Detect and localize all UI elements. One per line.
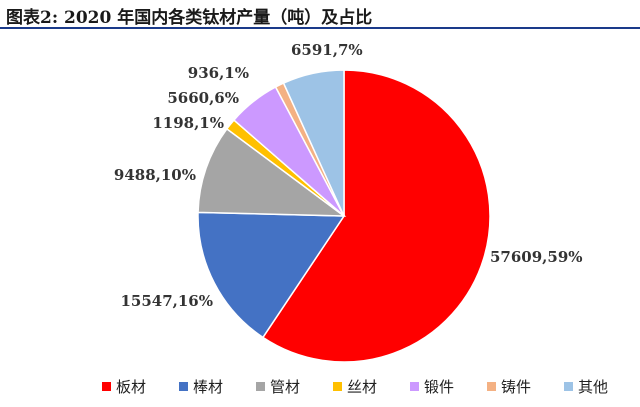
legend-label-7: 其他 <box>578 378 608 396</box>
data-label-3: 9488,10% <box>114 166 196 184</box>
legend-swatch-7 <box>564 382 573 391</box>
data-label-7: 6591,7% <box>291 41 363 59</box>
title-underline <box>0 27 640 29</box>
legend-label-6: 铸件 <box>501 378 531 396</box>
legend-swatch-5 <box>410 382 419 391</box>
legend-label-5: 锻件 <box>424 378 454 396</box>
data-label-2: 15547,16% <box>120 292 213 310</box>
pie-slice-1 <box>261 69 491 363</box>
legend-swatch-4 <box>333 382 342 391</box>
pie-slice-3 <box>197 127 347 217</box>
chart-title: 图表2: 2020 年国内各类钛材产量（吨）及占比 <box>6 8 373 28</box>
data-label-6: 936,1% <box>188 64 249 82</box>
legend-label-2: 棒材 <box>193 378 223 396</box>
data-labels: 57609,59% 15547,16% 9488,10% 1198,1% 5660,6%… <box>114 41 583 310</box>
data-label-5: 5660,6% <box>167 89 239 107</box>
legend-swatch-1 <box>102 382 111 391</box>
data-label-1: 57609,59% <box>490 248 583 266</box>
pie-slices <box>197 69 491 363</box>
pie-slice-7 <box>282 69 345 217</box>
data-label-4: 1198,1% <box>152 114 224 132</box>
pie-slice-2 <box>197 211 346 339</box>
legend-label-4: 丝材 <box>347 378 377 396</box>
legend-swatch-3 <box>256 382 265 391</box>
legend: 板材 棒材 管材 丝材 锻件 铸件 其他 <box>102 378 608 396</box>
legend-label-1: 板材 <box>116 378 146 396</box>
legend-swatch-6 <box>487 382 496 391</box>
legend-label-3: 管材 <box>270 378 300 396</box>
legend-swatch-2 <box>179 382 188 391</box>
